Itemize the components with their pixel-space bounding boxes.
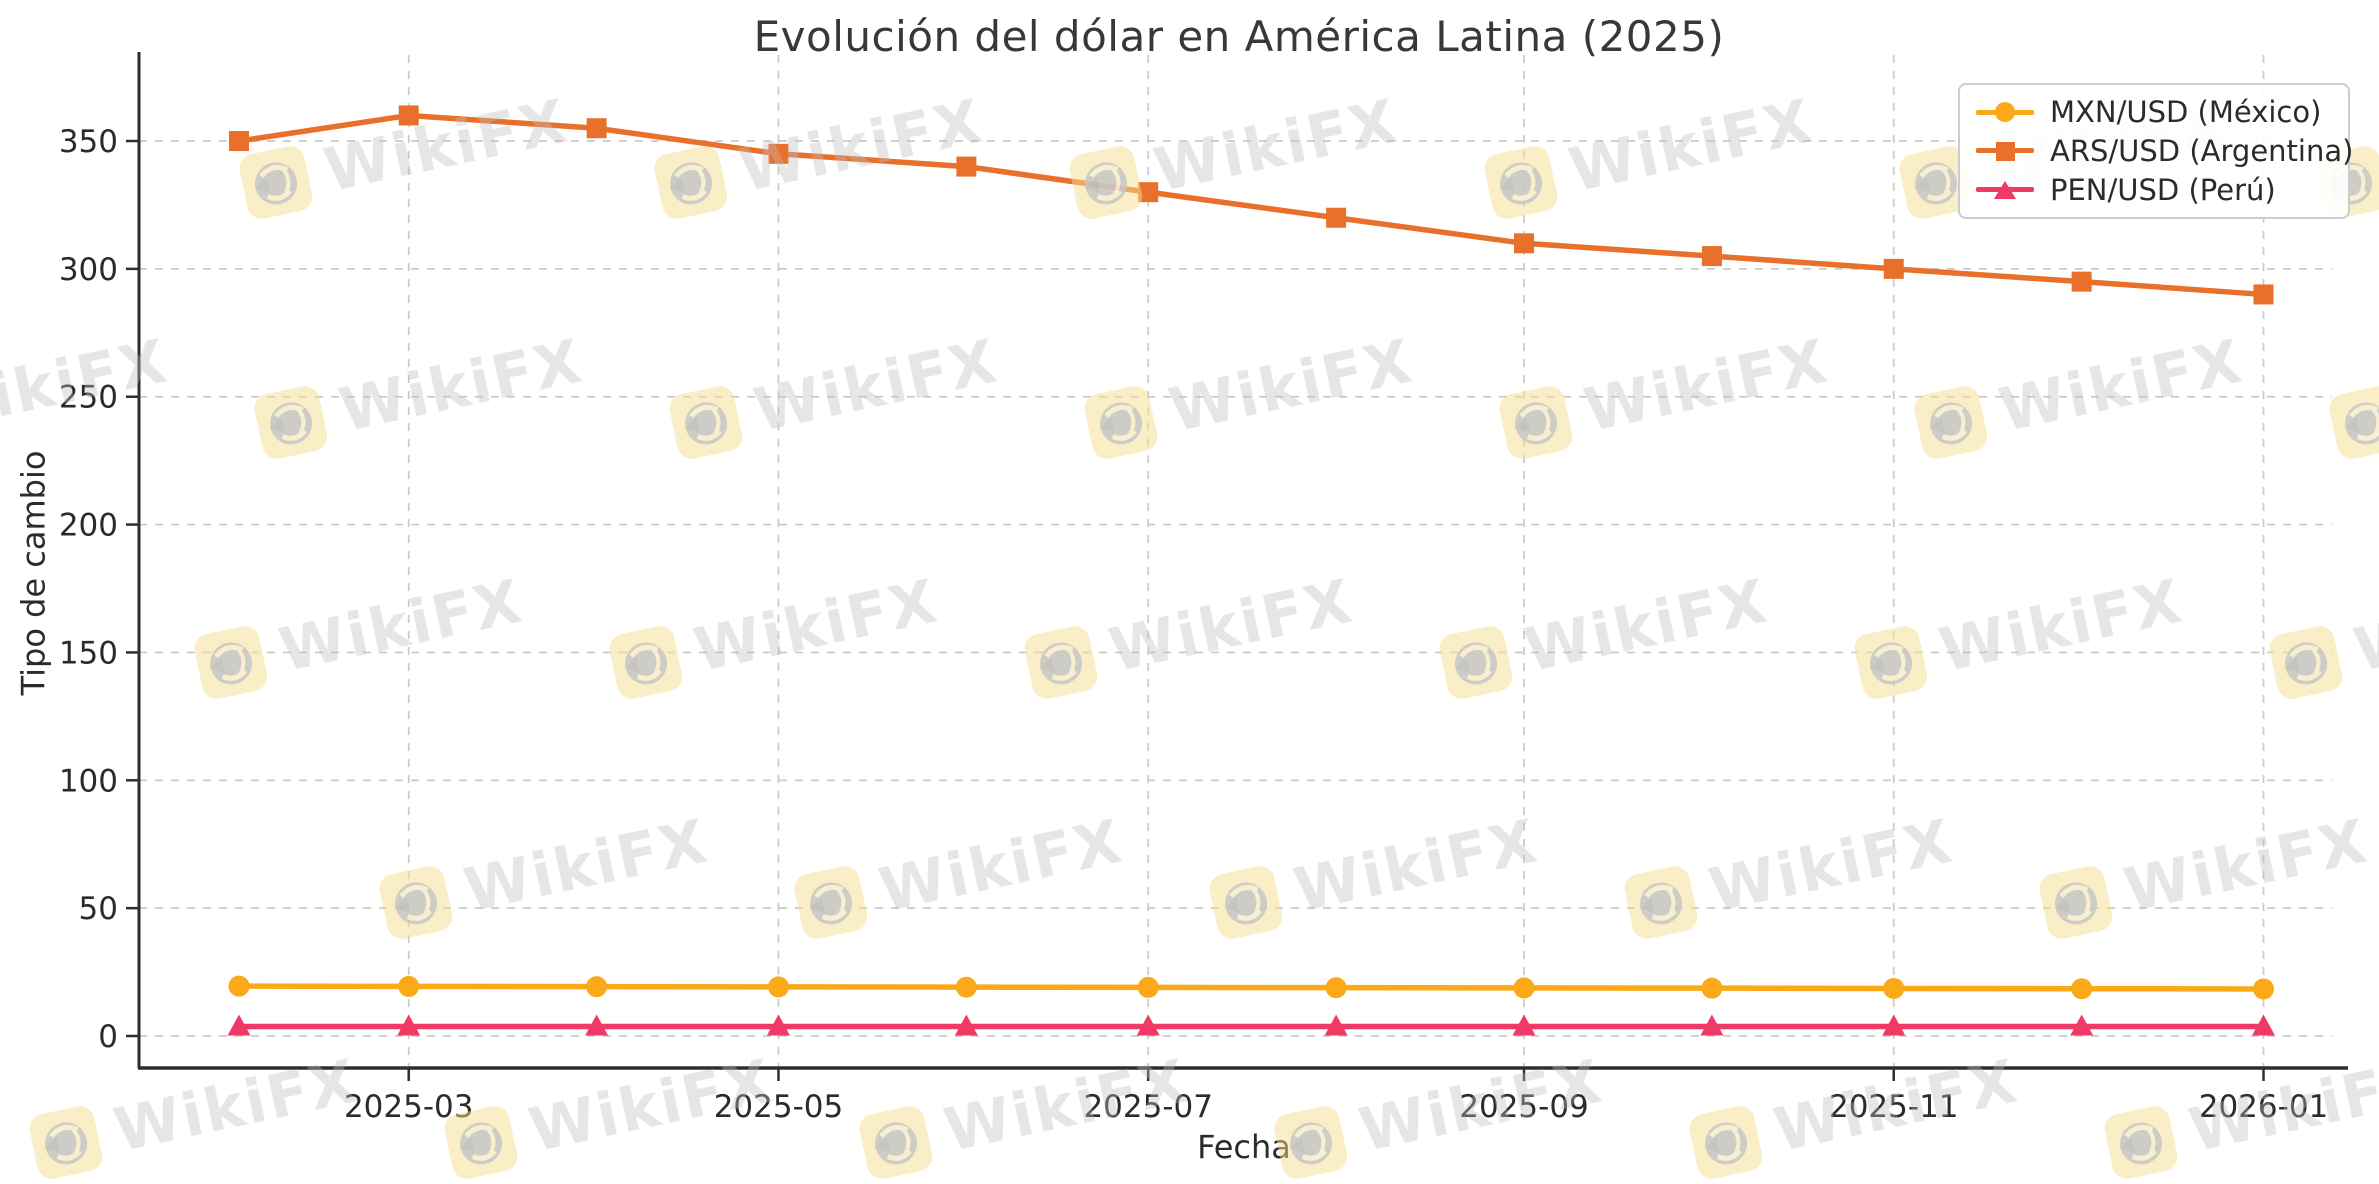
x-tick-label: 2025-11 xyxy=(1829,1089,1959,1125)
legend-item: PEN/USD (Perú) xyxy=(1976,172,2332,208)
data-point-circle xyxy=(398,975,420,997)
data-point-circle xyxy=(586,976,608,998)
data-point-circle xyxy=(1513,977,1535,999)
data-point-triangle xyxy=(766,1014,790,1036)
data-point-triangle xyxy=(2070,1014,2094,1036)
y-tick-label: 100 xyxy=(59,763,118,799)
chart-title: Evolución del dólar en América Latina (2… xyxy=(753,12,1725,61)
y-tick-label: 250 xyxy=(59,380,118,416)
x-tick-label: 2025-03 xyxy=(344,1089,474,1125)
data-point-square xyxy=(1883,258,1904,279)
data-point-triangle xyxy=(2252,1014,2276,1036)
data-point-square xyxy=(956,156,977,177)
series-line xyxy=(236,983,2267,992)
y-tick-label: 350 xyxy=(59,124,118,160)
data-point-triangle xyxy=(397,1014,421,1036)
y-axis-label: Tipo de cambio xyxy=(14,450,53,696)
y-tick-label: 200 xyxy=(59,508,118,544)
data-point-circle xyxy=(1883,977,1905,999)
x-tick-label: 2025-09 xyxy=(1459,1089,1589,1125)
data-point-square xyxy=(586,118,607,139)
data-point-triangle xyxy=(1700,1014,1724,1036)
x-tick-label: 2025-07 xyxy=(1083,1089,1213,1125)
x-tick-label: 2026-01 xyxy=(2199,1089,2329,1125)
legend-item-label: ARS/USD (Argentina) xyxy=(2050,133,2354,168)
legend-item: MXN/USD (México) xyxy=(1976,94,2332,130)
y-tick-label: 150 xyxy=(59,635,118,671)
data-point-square xyxy=(1701,246,1722,267)
data-point-square xyxy=(229,131,249,152)
data-point-triangle xyxy=(1324,1014,1348,1036)
triangle-marker-icon xyxy=(1976,179,2034,201)
circle-marker-icon xyxy=(1976,101,2034,123)
data-point-square xyxy=(1326,207,1347,228)
data-point-circle xyxy=(767,976,789,998)
legend-item: ARS/USD (Argentina) xyxy=(1976,133,2353,169)
data-point-square xyxy=(2253,284,2274,305)
data-point-circle xyxy=(228,975,250,997)
data-point-square xyxy=(1138,182,1159,203)
legend: MXN/USD (México) ARS/USD (Argentina) PEN/U… xyxy=(1958,83,2353,219)
legend-item-label: PEN/USD (Perú) xyxy=(2050,172,2276,207)
data-point-circle xyxy=(1701,977,1723,999)
y-tick-label: 50 xyxy=(79,891,118,927)
data-point-square xyxy=(1514,233,1535,254)
legend-item-label: MXN/USD (México) xyxy=(2050,95,2322,130)
data-point-triangle xyxy=(1136,1014,1160,1036)
data-point-circle xyxy=(2253,978,2275,1000)
data-point-triangle xyxy=(954,1014,978,1036)
series-line xyxy=(236,112,2267,298)
square-marker-icon xyxy=(1976,140,2034,162)
data-point-circle xyxy=(1325,977,1347,999)
data-point-square xyxy=(398,105,419,126)
data-point-square xyxy=(768,143,789,164)
data-point-triangle xyxy=(585,1014,609,1036)
data-point-triangle xyxy=(1512,1014,1536,1036)
data-point-circle xyxy=(1137,976,1159,998)
data-point-square xyxy=(2071,271,2092,292)
x-tick-label: 2025-05 xyxy=(714,1089,844,1125)
y-tick-label: 0 xyxy=(98,1019,118,1055)
data-point-triangle xyxy=(1882,1014,1906,1036)
data-point-triangle xyxy=(227,1014,251,1036)
y-tick-label: 300 xyxy=(59,252,118,288)
x-axis-label: Fecha xyxy=(1197,1128,1291,1166)
data-point-circle xyxy=(955,976,977,998)
data-point-circle xyxy=(2071,978,2093,1000)
